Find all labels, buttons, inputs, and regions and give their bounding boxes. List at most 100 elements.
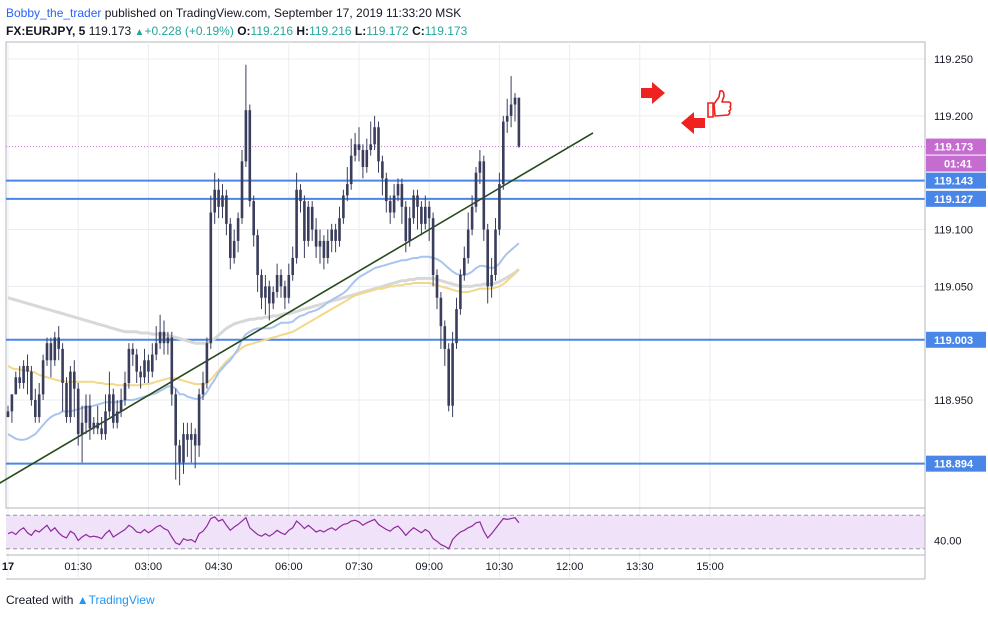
- candle: [178, 439, 181, 486]
- trendline[interactable]: [0, 132, 594, 497]
- candle: [123, 371, 127, 406]
- candle: [299, 184, 302, 213]
- candle-body: [190, 434, 193, 440]
- candle-body: [232, 240, 236, 258]
- tradingview-logo-icon[interactable]: ▲: [76, 593, 89, 607]
- candle: [412, 189, 415, 224]
- candle-body: [69, 371, 72, 418]
- price-axis[interactable]: 119.250 119.200 119.100 119.050 118.950 40.00…: [924, 42, 986, 579]
- candle-body: [92, 422, 96, 429]
- tradingview-brand[interactable]: TradingView: [88, 593, 155, 607]
- candle: [213, 172, 216, 224]
- candle: [416, 189, 419, 230]
- candle-body: [470, 206, 474, 230]
- candle-body: [6, 411, 10, 418]
- candle-body: [299, 189, 302, 202]
- price-chart[interactable]: 119.250 119.200 119.100 119.050 118.950 40.00…: [0, 0, 988, 590]
- time-tick-label: 10:30: [486, 561, 514, 573]
- candle: [76, 382, 80, 446]
- candle-body: [349, 155, 353, 185]
- close-value: 119.173: [424, 24, 468, 38]
- countdown-tag-bg: [926, 155, 986, 172]
- candle: [291, 246, 294, 281]
- candle: [318, 229, 322, 264]
- last-price-tag: 119.173: [926, 138, 986, 155]
- candle-body: [264, 286, 267, 298]
- low-label: L:: [354, 24, 367, 38]
- candle-body: [427, 206, 431, 219]
- candle-body: [466, 229, 470, 258]
- price-tick-label: 119.100: [934, 225, 973, 237]
- candle: [14, 371, 18, 395]
- candle-body: [143, 360, 146, 378]
- candle-body: [45, 343, 49, 361]
- candle-body: [96, 422, 99, 429]
- candle: [217, 178, 220, 219]
- candle-body: [162, 331, 166, 344]
- time-tick-label: 01:30: [64, 561, 92, 573]
- candle: [225, 189, 228, 236]
- candle: [201, 371, 205, 401]
- candle-body: [463, 257, 466, 275]
- candle-body: [151, 354, 154, 372]
- candle-body: [275, 275, 279, 293]
- candle-body: [443, 326, 447, 349]
- candle-body: [53, 337, 57, 361]
- candle-body: [303, 201, 306, 241]
- candle: [346, 167, 349, 202]
- candle-body: [400, 184, 404, 207]
- candle-body: [330, 229, 333, 241]
- candle: [342, 189, 345, 224]
- candle-body: [420, 206, 423, 224]
- candle-body: [135, 354, 138, 372]
- candle-body: [119, 400, 123, 412]
- candle-body: [123, 382, 127, 401]
- candle-body: [186, 434, 189, 440]
- candle: [193, 428, 197, 469]
- candle: [427, 201, 431, 241]
- candle: [365, 138, 369, 173]
- candle: [474, 167, 478, 213]
- candle-body: [213, 189, 216, 213]
- author-link[interactable]: Bobby_the_trader: [6, 6, 102, 20]
- time-axis[interactable]: 17 01:30 03:00 04:30 06:00 07:30 09:00 10:30 12:…: [2, 561, 925, 580]
- candle-body: [201, 382, 205, 395]
- open-label: O:: [237, 24, 251, 38]
- time-tick-label: 15:00: [696, 561, 724, 573]
- candle: [466, 212, 470, 264]
- candle: [307, 201, 310, 247]
- candle-body: [236, 218, 240, 241]
- candle-body: [307, 206, 310, 241]
- candle: [57, 326, 60, 361]
- candle: [205, 337, 209, 389]
- candle: [158, 314, 162, 349]
- candle: [135, 348, 138, 383]
- candle: [268, 280, 271, 321]
- countdown-label: 01:41: [944, 159, 972, 171]
- arrow-right-icon: [641, 82, 665, 104]
- symbol-name[interactable]: FX:EURJPY, 5: [6, 24, 86, 38]
- candle: [162, 320, 166, 355]
- candle: [334, 223, 337, 253]
- candle: [287, 263, 291, 304]
- candle-body: [154, 343, 158, 355]
- time-tick-label: 17: [2, 561, 14, 573]
- candle: [279, 269, 283, 298]
- candle: [478, 149, 482, 185]
- candle-body: [221, 195, 224, 207]
- candle-body: [209, 212, 213, 344]
- candle: [229, 218, 232, 270]
- candle-body: [158, 331, 162, 344]
- candle-body: [100, 428, 103, 435]
- created-with-text: Created with: [6, 593, 74, 607]
- candle: [232, 229, 236, 264]
- candle-body: [248, 110, 252, 202]
- candle-body: [513, 97, 517, 105]
- arrow-left-icon: [681, 112, 705, 134]
- candle-body: [346, 184, 349, 196]
- price-tag-label: 119.173: [934, 142, 973, 154]
- candle: [482, 155, 486, 241]
- rsi-band: [6, 515, 925, 549]
- price-tag-bg: [926, 455, 986, 472]
- candle: [143, 348, 146, 383]
